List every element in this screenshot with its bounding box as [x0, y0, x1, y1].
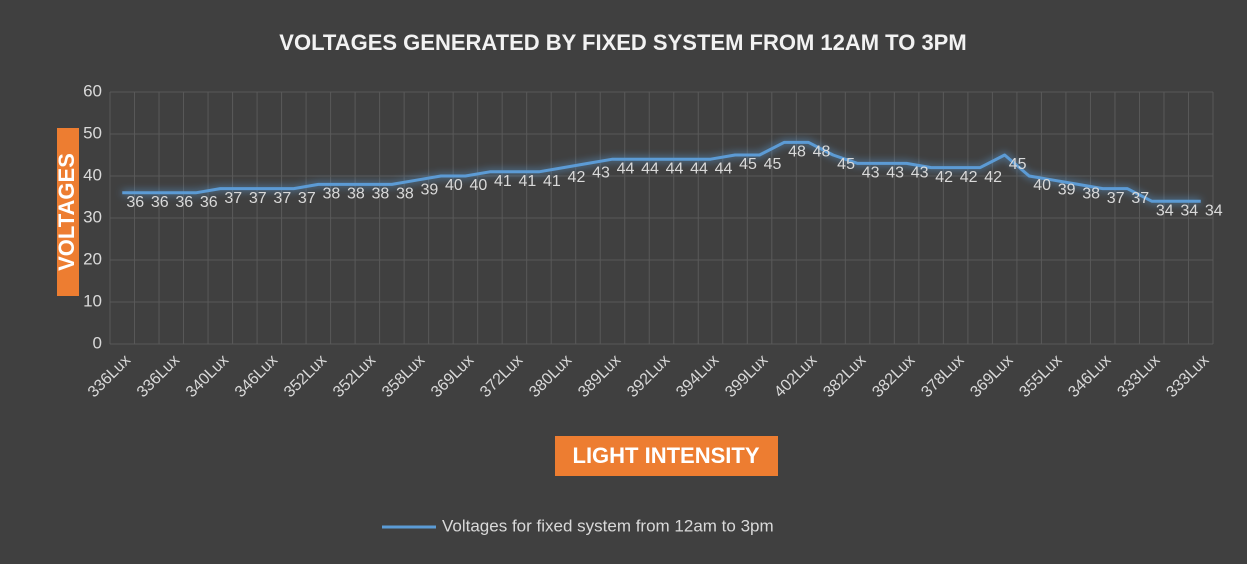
- chart-title: VOLTAGES GENERATED BY FIXED SYSTEM FROM …: [279, 30, 966, 55]
- data-label: 48: [813, 144, 831, 161]
- data-label: 45: [764, 156, 782, 173]
- y-tick-label: 20: [83, 249, 102, 268]
- data-label: 42: [960, 169, 978, 186]
- y-title-box: [57, 128, 79, 296]
- data-label: 43: [862, 165, 880, 182]
- data-label: 38: [1082, 186, 1100, 203]
- data-label: 36: [151, 194, 169, 211]
- data-label: 40: [470, 177, 488, 194]
- y-axis-title: VOLTAGES: [54, 153, 79, 271]
- data-label: 34: [1205, 202, 1223, 219]
- x-title-box: [555, 436, 778, 476]
- data-label: 38: [371, 186, 389, 203]
- y-tick-label: 60: [83, 81, 102, 100]
- data-label: 39: [420, 181, 438, 198]
- data-label: 42: [935, 169, 953, 186]
- data-label: 41: [519, 173, 537, 190]
- data-label: 42: [568, 169, 586, 186]
- data-label: 40: [445, 177, 463, 194]
- data-label: 44: [690, 160, 708, 177]
- y-tick-label: 40: [83, 165, 102, 184]
- y-tick-label: 10: [83, 291, 102, 310]
- data-label: 38: [347, 186, 365, 203]
- y-tick-label: 30: [83, 207, 102, 226]
- data-label: 37: [1107, 190, 1125, 207]
- data-label: 37: [298, 190, 316, 207]
- data-label: 38: [396, 186, 414, 203]
- data-label: 43: [911, 165, 929, 182]
- data-label: 40: [1033, 177, 1051, 194]
- data-label: 41: [543, 173, 561, 190]
- y-tick-label: 50: [83, 123, 102, 142]
- data-label: 43: [592, 165, 610, 182]
- data-label: 36: [175, 194, 193, 211]
- data-label: 39: [1058, 181, 1076, 198]
- data-label: 36: [126, 194, 144, 211]
- data-label: 41: [494, 173, 512, 190]
- data-label: 44: [666, 160, 684, 177]
- line: [122, 140, 1201, 203]
- data-label: 45: [837, 156, 855, 173]
- data-label: 42: [984, 169, 1002, 186]
- data-label: 37: [1131, 190, 1149, 207]
- data-label: 48: [788, 144, 806, 161]
- data-label: 37: [273, 190, 291, 207]
- data-label: 45: [1009, 156, 1027, 173]
- legend-label: Voltages for fixed system from 12am to 3…: [442, 516, 774, 535]
- data-label: 44: [641, 160, 659, 177]
- data-label: 37: [249, 190, 267, 207]
- data-label: 44: [617, 160, 635, 177]
- data-label: 38: [322, 186, 340, 203]
- data-label: 37: [224, 190, 242, 207]
- data-label: 45: [739, 156, 757, 173]
- data-label: 36: [200, 194, 218, 211]
- data-label: 43: [886, 165, 904, 182]
- data-label: 44: [715, 160, 733, 177]
- y-tick-label: 0: [93, 333, 102, 352]
- data-label: 34: [1156, 202, 1174, 219]
- data-label: 34: [1180, 202, 1198, 219]
- x-axis-title: LIGHT INTENSITY: [573, 443, 760, 468]
